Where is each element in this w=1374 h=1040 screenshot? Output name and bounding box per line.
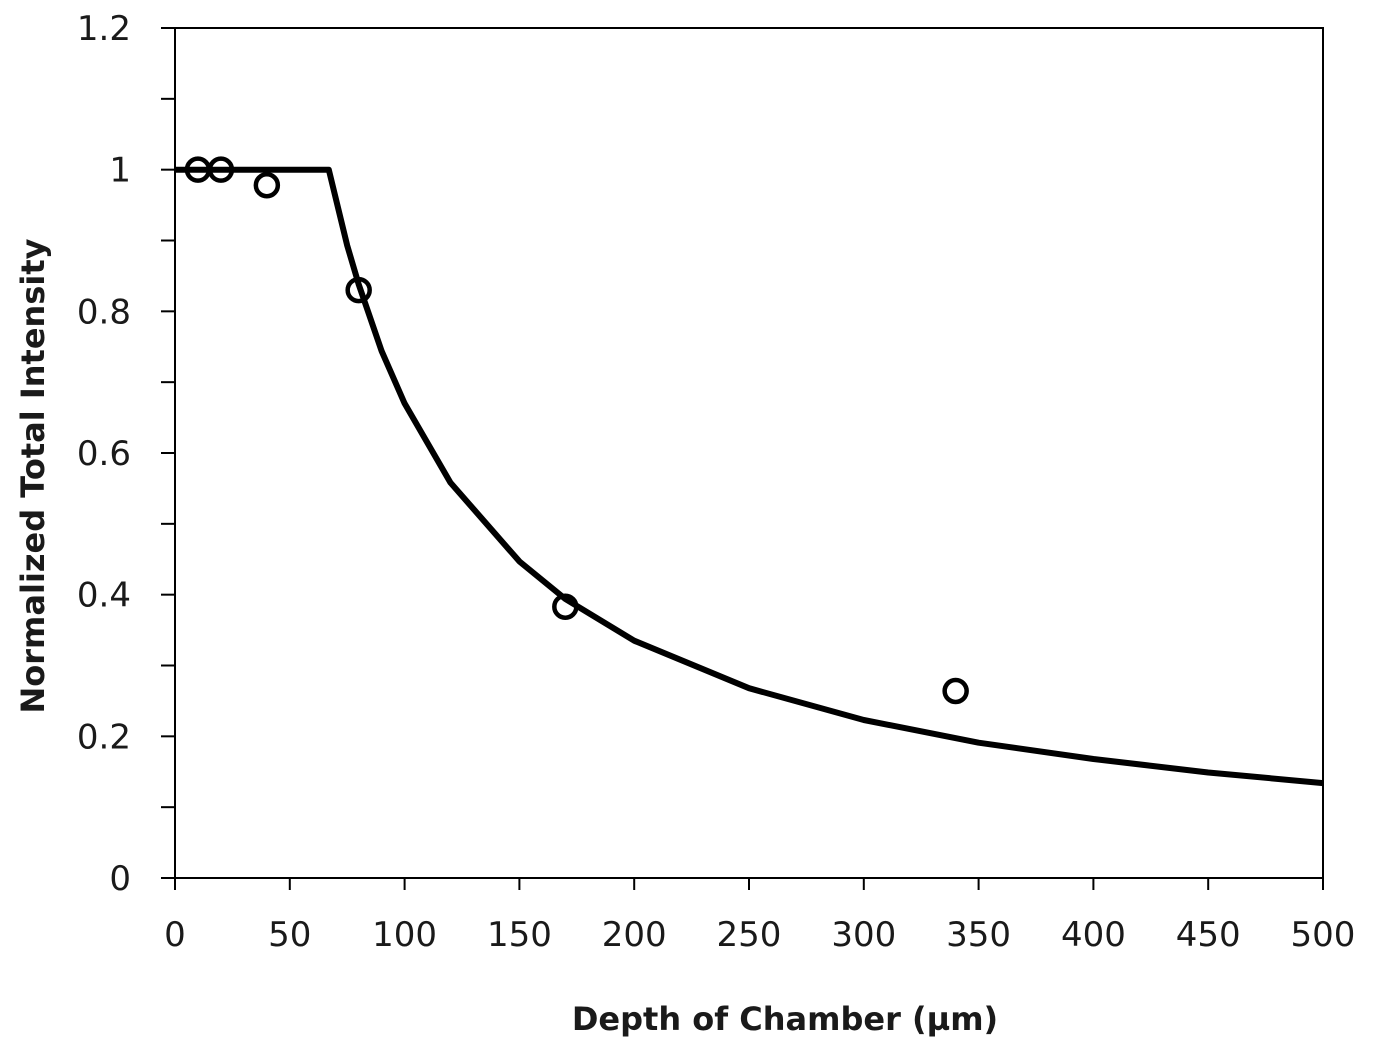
y-axis-title: Normalized Total Intensity	[14, 238, 52, 713]
x-tick-label: 200	[602, 915, 667, 955]
x-axis-ticks	[174, 878, 1324, 890]
data-point	[253, 172, 281, 199]
x-tick-label: 300	[831, 915, 896, 955]
x-tick-label: 0	[164, 915, 186, 955]
y-tick-label: 0.6	[77, 434, 131, 474]
data-point	[207, 156, 235, 183]
x-tick-label: 250	[717, 915, 782, 955]
y-minor-ticks	[161, 97, 175, 809]
x-tick-label: 400	[1061, 915, 1126, 955]
data-point	[942, 677, 969, 705]
x-tick-label: 350	[946, 915, 1011, 955]
y-axis-ticks	[161, 27, 175, 879]
y-tick-label: 0.2	[77, 717, 131, 757]
y-tick-labels: 0 0.2 0.4 0.6 0.8 1 1.2	[77, 9, 131, 899]
x-tick-labels: 0 50 100 150 200 250 300 350 400 450 500	[164, 915, 1355, 955]
y-tick-label: 0.8	[77, 292, 131, 332]
x-tick-label: 450	[1176, 915, 1241, 955]
y-tick-label: 0	[109, 859, 131, 899]
plot-frame	[174, 27, 1324, 879]
x-tick-label: 150	[487, 915, 552, 955]
x-axis-title: Depth of Chamber (µm)	[572, 1000, 998, 1038]
data-points	[184, 156, 969, 705]
x-tick-label: 500	[1291, 915, 1356, 955]
data-point	[552, 593, 579, 620]
fit-curve	[175, 166, 1324, 787]
y-tick-label: 1	[109, 151, 131, 191]
y-tick-label: 1.2	[77, 9, 131, 49]
data-point	[345, 276, 372, 304]
x-tick-label: 50	[268, 915, 311, 955]
y-tick-label: 0.4	[77, 576, 131, 616]
x-tick-label: 100	[372, 915, 437, 955]
